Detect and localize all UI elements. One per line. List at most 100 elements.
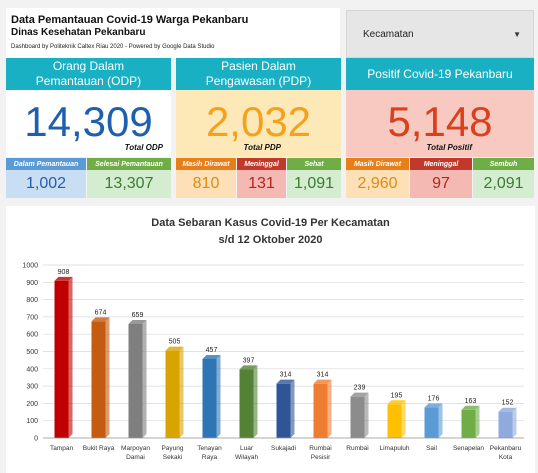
odp-total-value: 14,309 [24,98,153,145]
x-tick-label: Limapuluh [380,445,410,452]
x-tick-label: Kota [499,454,513,461]
dashboard-header: Data Pemantauan Covid-19 Warga Pekanbaru… [6,8,340,58]
chart-subtitle: s/d 12 Oktober 2020 [218,234,323,246]
y-tick-label: 100 [26,418,38,425]
odp-selesai-value: 13,307 [87,170,171,198]
y-tick-label: 300 [26,384,38,391]
bar-top [202,354,221,359]
positif-meninggal-value: 97 [410,170,472,198]
bar-top [165,346,184,351]
positif-total-value: 5,148 [387,98,493,145]
y-tick-label: 200 [26,401,38,408]
odp-total-panel: 14,309 Total ODP [6,90,171,157]
x-tick-label: Pesisir [311,454,331,461]
bar [54,280,69,438]
x-tick-label: Luar [240,445,254,452]
bar [461,409,476,438]
bar-top [239,365,258,370]
data-label: 314 [317,372,329,379]
bar-side [179,346,184,438]
positif-total-panel: 5,148 Total Positif [346,90,534,157]
data-label: 659 [132,312,144,319]
x-tick-label: Sukajadi [271,445,296,452]
data-label: 163 [465,398,477,405]
x-tick-label: Sail [426,445,437,452]
x-tick-label: Bukit Raya [83,445,115,452]
odp-title-line2: Pemantauan (ODP) [35,74,142,88]
bar-top [498,407,517,412]
bar-top [276,379,295,384]
bar [387,404,402,438]
bar-top [461,405,480,410]
pdp-sehat-value: 1,091 [287,170,341,198]
pdp-dirawat-value: 810 [176,170,236,198]
bar [165,350,180,438]
pdp-meninggal-label: Meninggal [237,158,286,170]
data-label: 908 [58,269,70,276]
bar-top [91,317,110,322]
x-tick-label: Raya [202,454,218,461]
odp-title-line1: Orang Dalam [52,59,125,73]
bar [202,358,217,438]
data-label: 674 [95,309,107,316]
bar-side [253,365,258,438]
x-tick-label: Tampan [50,445,74,452]
pdp-title-line1: Pasien Dalam [221,59,296,73]
data-label: 195 [391,392,403,399]
bar-side [68,276,73,438]
kecamatan-dropdown[interactable]: Kecamatan ▼ [346,10,534,58]
y-tick-label: 1000 [22,263,38,270]
positif-title: Positif Covid-19 Pekanbaru [367,66,513,81]
chevron-down-icon: ▼ [513,30,521,39]
data-label: 152 [502,400,514,407]
positif-sembuh-value: 2,091 [473,170,534,198]
pdp-total-value: 2,032 [205,98,312,145]
positif-header: Positif Covid-19 Pekanbaru [346,58,534,90]
pdp-dirawat-label: Masih Dirawat [176,158,236,170]
bar-top [54,276,73,281]
x-tick-label: Sekaki [163,454,183,461]
data-label: 505 [169,339,181,346]
dashboard-credit: Dashboard by Politeknik Caltex Riau 2020… [11,44,215,50]
pdp-total-label: Total PDP [243,143,281,152]
bar-top [387,400,406,405]
odp-selesai-label: Selesai Pemantauan [87,158,171,170]
pdp-title-line2: Pengawasan (PDP) [205,74,312,88]
bar [424,407,439,438]
x-tick-label: Tenayan [197,445,222,452]
odp-dalam-value: 1,002 [6,170,86,198]
x-tick-label: Rumbai [346,445,368,452]
bar-top [424,403,443,408]
x-tick-label: Damai [126,454,145,461]
bar [239,369,254,438]
y-tick-label: 800 [26,297,38,304]
pdp-meninggal-value: 131 [237,170,286,198]
bar-side [327,379,332,438]
pdp-total-panel: 2,032 Total PDP [176,90,341,157]
odp-dalam-label: Dalam Pemantauan [6,158,86,170]
dashboard-subtitle: Dinas Kesehatan Pekanbaru [11,27,146,38]
data-label: 176 [428,396,440,403]
x-tick-label: Payung [161,445,183,452]
bar-side [512,407,517,438]
x-tick-label: Senapelan [453,445,484,452]
data-label: 314 [280,372,292,379]
bar-top [313,379,332,384]
bar [498,411,513,438]
y-tick-label: 400 [26,366,38,373]
bar [276,383,291,438]
bar-side [142,319,147,438]
kecamatan-chart-panel: Data Sebaran Kasus Covid-19 Per Kecamata… [6,206,535,473]
chart-title: Data Sebaran Kasus Covid-19 Per Kecamata… [151,217,390,229]
bar [128,323,143,438]
odp-total-label: Total ODP [124,143,163,152]
y-tick-label: 500 [26,349,38,356]
data-label: 239 [354,385,366,392]
bar-side [105,317,110,438]
pdp-header: Pasien Dalam Pengawasan (PDP) [176,58,341,90]
y-tick-label: 0 [34,436,38,443]
bar-side [364,392,369,438]
kecamatan-dropdown-label: Kecamatan [363,29,414,40]
odp-header: Orang Dalam Pemantauan (ODP) [6,58,171,90]
dashboard-title: Data Pemantauan Covid-19 Warga Pekanbaru [11,14,249,26]
